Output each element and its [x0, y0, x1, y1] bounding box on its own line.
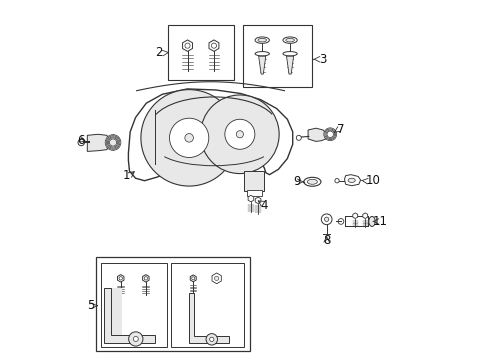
Text: 10: 10: [365, 174, 380, 187]
Bar: [344, 216, 367, 226]
Text: 11: 11: [372, 215, 387, 228]
Polygon shape: [344, 175, 360, 186]
Bar: [242, 24, 312, 87]
Circle shape: [184, 134, 193, 142]
Bar: [344, 216, 367, 226]
Polygon shape: [208, 40, 219, 51]
Polygon shape: [117, 275, 123, 282]
Circle shape: [334, 179, 339, 183]
Circle shape: [205, 334, 217, 345]
Ellipse shape: [303, 177, 320, 186]
Circle shape: [141, 90, 237, 186]
Circle shape: [191, 277, 194, 280]
Text: 2: 2: [155, 46, 162, 59]
Bar: [111, 288, 121, 336]
Polygon shape: [247, 195, 253, 202]
Text: 6: 6: [77, 134, 85, 147]
Ellipse shape: [283, 51, 297, 56]
Circle shape: [105, 135, 121, 150]
Circle shape: [144, 277, 147, 280]
Polygon shape: [128, 89, 292, 181]
Ellipse shape: [347, 178, 354, 183]
Circle shape: [184, 43, 190, 48]
Circle shape: [78, 139, 84, 146]
Polygon shape: [286, 56, 293, 74]
Polygon shape: [87, 134, 108, 152]
Polygon shape: [255, 197, 261, 204]
Polygon shape: [258, 56, 265, 74]
Circle shape: [323, 128, 336, 141]
Ellipse shape: [283, 37, 297, 43]
Text: 9: 9: [293, 175, 301, 188]
Circle shape: [108, 138, 118, 147]
Circle shape: [200, 95, 279, 174]
Polygon shape: [362, 213, 367, 219]
Ellipse shape: [255, 37, 269, 43]
Polygon shape: [182, 40, 192, 51]
Circle shape: [224, 119, 254, 149]
Bar: [244, 171, 264, 191]
Circle shape: [326, 131, 333, 138]
Bar: [167, 24, 233, 80]
Polygon shape: [103, 288, 155, 343]
Text: 5: 5: [87, 299, 94, 312]
Circle shape: [109, 139, 116, 146]
Circle shape: [106, 136, 120, 149]
Circle shape: [209, 337, 213, 342]
Circle shape: [133, 337, 138, 342]
Polygon shape: [307, 128, 325, 141]
Circle shape: [337, 219, 343, 224]
Circle shape: [236, 131, 243, 138]
Bar: [96, 257, 249, 351]
Circle shape: [296, 135, 301, 140]
Ellipse shape: [257, 39, 266, 42]
Polygon shape: [352, 213, 357, 219]
Circle shape: [211, 43, 216, 48]
Text: 4: 4: [260, 198, 267, 212]
Bar: [101, 263, 166, 347]
Polygon shape: [212, 273, 221, 284]
Ellipse shape: [285, 39, 294, 42]
Ellipse shape: [368, 216, 374, 226]
Text: 1: 1: [122, 169, 130, 182]
Circle shape: [324, 129, 335, 140]
Text: 3: 3: [319, 53, 326, 66]
Circle shape: [325, 130, 334, 139]
Ellipse shape: [255, 51, 269, 56]
Circle shape: [128, 332, 142, 346]
Text: 8: 8: [322, 234, 330, 247]
Bar: [247, 190, 261, 196]
Polygon shape: [142, 275, 149, 282]
Circle shape: [119, 277, 122, 280]
Polygon shape: [190, 275, 196, 282]
Circle shape: [324, 217, 328, 221]
Circle shape: [321, 214, 331, 225]
Circle shape: [107, 137, 119, 148]
Polygon shape: [188, 293, 228, 343]
Bar: [171, 263, 244, 347]
Circle shape: [214, 276, 218, 280]
Ellipse shape: [307, 179, 317, 184]
Circle shape: [169, 118, 208, 157]
Text: 7: 7: [337, 123, 344, 136]
